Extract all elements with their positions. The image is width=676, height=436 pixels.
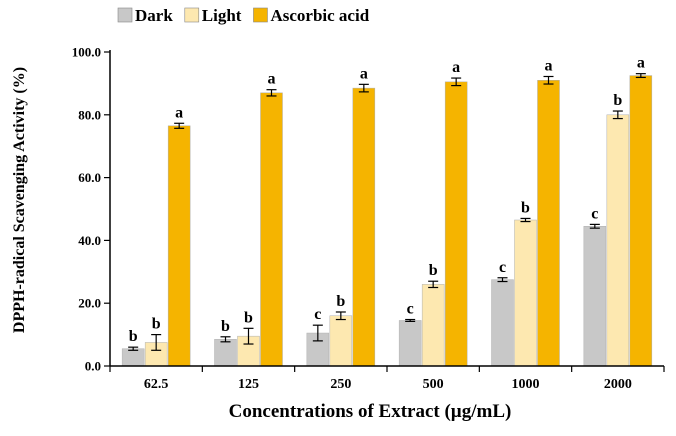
significance-letter: a [637,55,645,72]
legend-swatch [184,7,200,23]
legend-label: Dark [135,6,173,25]
x-tick-label: 250 [330,377,351,392]
bar [444,81,468,367]
bar [121,348,145,367]
significance-letter: b [613,92,622,109]
bar [583,226,607,367]
significance-letter: a [545,57,553,74]
legend-label: Ascorbic acid [270,6,369,25]
bar [606,114,630,367]
bar [421,284,445,367]
bar [214,339,237,367]
bar [491,279,514,367]
significance-letter: c [591,205,598,222]
y-tick-label: 20.0 [78,296,101,311]
significance-letter: c [499,259,506,276]
legend: Dark Light Ascorbic acid [117,6,370,25]
significance-letter: c [314,306,321,323]
bar [514,219,537,367]
y-tick-label: 100.0 [72,45,101,60]
y-tick-label: 60.0 [78,170,101,185]
significance-letter: a [268,71,276,88]
y-axis-title: DPPH-radical Scavenging Activity (%) [11,67,28,333]
x-tick-label: 1000 [512,377,540,392]
y-tick-label: 0.0 [85,359,101,374]
x-tick-label: 125 [238,377,259,392]
significance-letter: b [336,293,345,310]
bar [398,320,422,367]
x-axis-title: Concentrations of Extract (µg/mL) [229,401,512,422]
y-tick-label: 80.0 [78,107,101,122]
bar [629,75,653,367]
x-tick-label: 2000 [604,377,632,392]
y-axis-ticks: 0.0 20.0 40.0 60.0 80.0 100.0 [72,45,111,374]
significance-letter: b [221,318,230,335]
significance-letter: b [129,328,138,345]
significance-letter: b [244,309,253,326]
bar [537,80,560,367]
bar [260,92,283,367]
bar [352,87,376,367]
bar [167,125,191,367]
significance-letter: b [429,262,438,279]
significance-letter: b [521,199,530,216]
significance-letter: a [360,65,368,82]
legend-swatch [117,7,133,23]
significance-letter: c [407,301,414,318]
bar [329,315,353,367]
x-axis: 62.5 125 250 500 1000 2000 [109,365,665,392]
significance-letter: b [152,316,161,333]
legend-swatch [253,7,268,23]
significance-letter: a [452,59,460,76]
x-tick-label: 500 [423,377,444,392]
y-tick-label: 40.0 [78,233,101,248]
x-tick-label: 62.5 [144,377,169,392]
legend-label: Light [202,6,242,25]
significance-letter: a [175,104,183,121]
